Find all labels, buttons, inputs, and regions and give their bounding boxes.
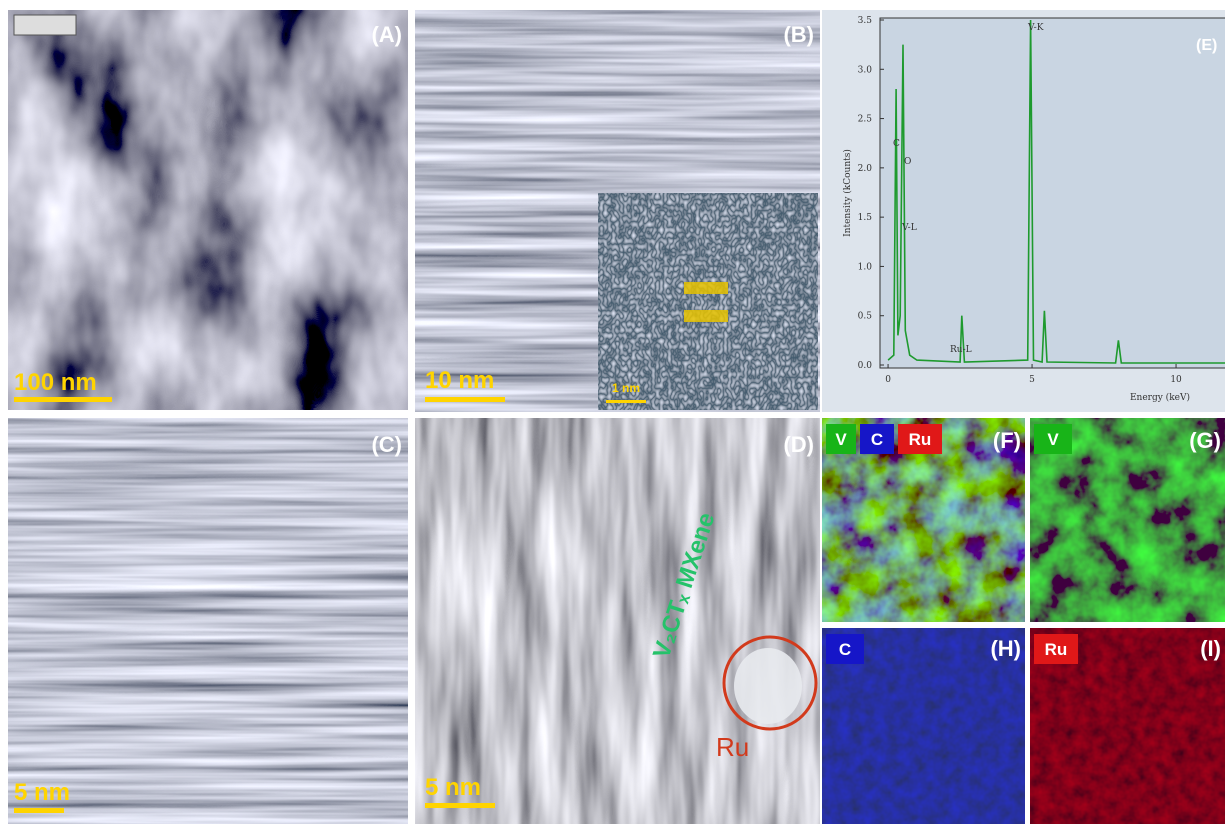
particle	[734, 648, 802, 724]
scale-text: 10 nm	[425, 367, 494, 394]
scale-bar	[425, 803, 495, 808]
page: {"panels": { "a": {"label": "(A)", "scal…	[0, 0, 1225, 824]
tag: C	[871, 430, 883, 449]
peak-label: O	[904, 157, 911, 167]
y-axis-label: Intensity (kCounts)	[842, 149, 853, 237]
y-tick-label: 1.0	[858, 262, 873, 272]
y-tick-label: 0.0	[858, 361, 873, 371]
tag: Ru	[1045, 640, 1068, 659]
scale-text: 5 nm	[425, 774, 481, 801]
tag: C	[839, 640, 851, 659]
panel-label: (E)	[1196, 37, 1217, 54]
y-tick-label: 2.0	[858, 164, 873, 174]
x-tick-label: 0	[885, 375, 891, 385]
peak-label: C	[893, 139, 900, 149]
peak-label: V-L	[901, 223, 917, 233]
panel-label: (D)	[783, 432, 814, 457]
image-c	[8, 418, 408, 824]
panel-label: (G)	[1189, 428, 1221, 453]
panel-label: (I)	[1200, 636, 1221, 661]
panel-label: (A)	[371, 22, 402, 47]
scale-bar	[606, 400, 646, 403]
y-tick-label: 1.5	[858, 213, 873, 223]
y-tick-label: 3.0	[858, 65, 873, 75]
panel-label: (C)	[371, 432, 402, 457]
inset	[598, 193, 818, 410]
peak-label: V-K	[1027, 23, 1044, 33]
scale-text: 100 nm	[14, 369, 97, 396]
image-a	[8, 10, 408, 410]
y-tick-label: 0.5	[858, 312, 873, 322]
y-tick-label: 2.5	[858, 115, 873, 125]
x-tick-label: 10	[1170, 375, 1182, 385]
atoms	[684, 310, 728, 322]
y-tick-label: 3.5	[858, 16, 873, 26]
x-axis-label: Energy (keV)	[1130, 392, 1190, 403]
x-tick-label: 5	[1029, 375, 1035, 385]
panel-label: (H)	[990, 636, 1021, 661]
tag: V	[1047, 430, 1059, 449]
panel-label: (B)	[783, 22, 814, 47]
inset-scale-text: 1 nm	[612, 381, 640, 395]
scale-bar	[14, 397, 112, 402]
scale-bar	[14, 808, 64, 813]
panel-label: (F)	[993, 428, 1021, 453]
particle-label: Ru	[716, 732, 749, 762]
scale-text: 5 nm	[14, 779, 70, 806]
plot-area	[880, 18, 1225, 368]
badge	[14, 15, 76, 35]
image-d	[415, 418, 820, 824]
atoms	[684, 282, 728, 294]
scale-bar	[425, 397, 505, 402]
figure: (A) 100 nm 1 nm (B) 10 nm 0.0 0.5 1.0 1.5 2.…	[0, 0, 1225, 824]
tag: V	[835, 430, 847, 449]
peak-label: Ru-L	[950, 345, 972, 355]
tag: Ru	[909, 430, 932, 449]
